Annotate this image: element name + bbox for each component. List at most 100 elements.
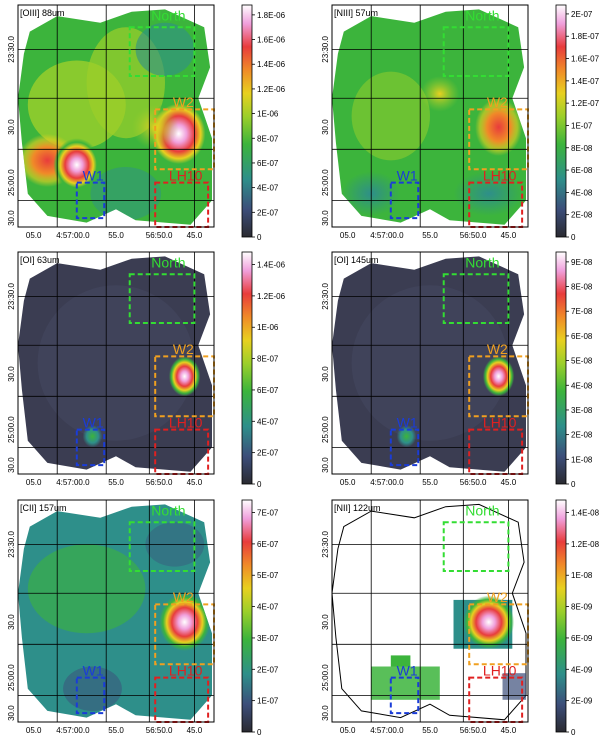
x-tick-label: 56:50.0 bbox=[460, 478, 487, 487]
x-tick-label: 45.0 bbox=[501, 231, 517, 240]
colorbar-tick-label: 1.6E-06 bbox=[257, 36, 286, 45]
plot-frame bbox=[331, 4, 529, 228]
colorbar: 0 2E-09 4E-09 6E-09 8E-09 1E-08 1.2E-08 1.4E-08 bbox=[555, 499, 600, 737]
line-label: [NIII] 57um bbox=[334, 8, 378, 18]
x-tick-label: 55.0 bbox=[108, 726, 124, 735]
colorbar-tick-label: 2E-08 bbox=[571, 211, 593, 220]
colorbar-tick-label: 2E-07 bbox=[257, 208, 279, 217]
x-tick-label: 55.0 bbox=[422, 478, 438, 487]
x-tick-label: 56:50.0 bbox=[460, 231, 487, 240]
y-tick-label: 25:00.0 bbox=[7, 664, 16, 691]
plot-frame bbox=[331, 251, 529, 475]
coordinate-grid bbox=[332, 500, 528, 722]
x-tick-label: 4:57:00.0 bbox=[56, 726, 90, 735]
region-box-north bbox=[128, 26, 196, 78]
y-tick-label: 23:30.0 bbox=[321, 36, 330, 63]
colorbar-tick-label: 1E-07 bbox=[571, 121, 593, 130]
region-box-w1 bbox=[389, 181, 420, 220]
y-tick-label: 30.0 bbox=[321, 210, 330, 226]
colorbar-tick-label: 0 bbox=[571, 480, 576, 489]
colorbar-tick-label: 7E-07 bbox=[257, 509, 279, 518]
x-tick-label: 56:50.0 bbox=[146, 478, 173, 487]
y-tick-label: 23:30.0 bbox=[321, 283, 330, 310]
x-tick-label: 4:57:00.0 bbox=[56, 231, 90, 240]
line-label: [CII] 157um bbox=[20, 503, 67, 513]
region-label-w2: W2 bbox=[173, 94, 194, 110]
region-label-w2: W2 bbox=[173, 589, 194, 605]
colorbar-tick-label: 8E-07 bbox=[257, 134, 279, 143]
colorbar-tick-label: 9E-08 bbox=[571, 258, 593, 267]
coordinate-grid bbox=[332, 252, 528, 474]
y-tick-label: 25:00.0 bbox=[7, 416, 16, 443]
intensity-map bbox=[332, 256, 526, 472]
region-label-lh10: LH10 bbox=[483, 167, 517, 183]
colorbar-tick-label: 1.2E-08 bbox=[571, 540, 600, 549]
colorbar-tick-label: 4E-08 bbox=[571, 188, 593, 197]
colorbar-tick-label: 2E-09 bbox=[571, 697, 593, 706]
line-label: [OI] 63um bbox=[20, 255, 60, 265]
x-tick-label: 55.0 bbox=[422, 726, 438, 735]
colorbar-tick-label: 1E-06 bbox=[257, 110, 279, 119]
colorbar-tick-label: 5E-07 bbox=[257, 571, 279, 580]
x-tick-label: 45.0 bbox=[187, 726, 203, 735]
region-label-north: North bbox=[151, 503, 185, 519]
region-label-w1: W1 bbox=[83, 662, 104, 678]
x-tick-label: 56:50.0 bbox=[460, 726, 487, 735]
region-label-w1: W1 bbox=[397, 167, 418, 183]
region-box-w1 bbox=[389, 676, 420, 715]
region-label-north: North bbox=[465, 255, 499, 271]
x-tick-label: 4:57:00.0 bbox=[370, 478, 404, 487]
colorbar: 0 2E-07 4E-07 6E-07 8E-07 1E-06 1.2E-06 1.4E-06 bbox=[241, 251, 286, 489]
colorbar-tick-label: 1E-08 bbox=[571, 455, 593, 464]
region-label-w2: W2 bbox=[487, 589, 508, 605]
colorbar-tick-label: 6E-08 bbox=[571, 332, 593, 341]
x-tick-label: 05.0 bbox=[340, 726, 356, 735]
x-tick-label: 05.0 bbox=[26, 726, 42, 735]
region-box-north bbox=[128, 521, 196, 573]
y-tick-label: 30.0 bbox=[7, 614, 16, 630]
x-tick-label: 05.0 bbox=[26, 231, 42, 240]
colorbar-tick-label: 1.4E-08 bbox=[571, 509, 600, 518]
colorbar: 0 1E-08 2E-08 3E-08 4E-08 5E-08 6E-08 7E-08 8E-0… bbox=[555, 251, 593, 489]
region-label-lh10: LH10 bbox=[169, 662, 203, 678]
colorbar-tick-label: 0 bbox=[257, 233, 262, 242]
intensity-map bbox=[332, 9, 526, 225]
colorbar-tick-label: 4E-07 bbox=[257, 603, 279, 612]
panel-niii57: North W2 W1 LH10 [NIII] 57um 05.0 4:57:00.0 55.… bbox=[321, 4, 600, 242]
y-tick-label: 25:00.0 bbox=[321, 169, 330, 196]
region-label-w1: W1 bbox=[397, 662, 418, 678]
region-box-north bbox=[442, 521, 510, 573]
line-label: [NII] 122um bbox=[334, 503, 381, 513]
colorbar-tick-label: 1.4E-06 bbox=[257, 261, 286, 270]
panel-oi63: North W2 W1 LH10 [OI] 63um 05.0 4:57:00.0 55.0 5… bbox=[7, 251, 286, 489]
colorbar-tick-label: 1.8E-06 bbox=[257, 11, 286, 20]
y-tick-label: 30.0 bbox=[321, 457, 330, 473]
region-label-north: North bbox=[151, 8, 185, 24]
plot-frame bbox=[17, 251, 215, 475]
colorbar-tick-label: 7E-08 bbox=[571, 307, 593, 316]
y-tick-label: 30.0 bbox=[7, 210, 16, 226]
region-label-w2: W2 bbox=[487, 341, 508, 357]
region-box-north bbox=[442, 26, 510, 78]
x-tick-label: 45.0 bbox=[187, 478, 203, 487]
y-tick-label: 30.0 bbox=[7, 457, 16, 473]
region-label-w1: W1 bbox=[83, 167, 104, 183]
region-box-w1 bbox=[75, 676, 106, 715]
plot-frame bbox=[17, 499, 215, 723]
region-box-w1 bbox=[75, 181, 106, 220]
panel-oi145: North W2 W1 LH10 [OI] 145um 05.0 4:57:00.0 55.0… bbox=[321, 251, 593, 489]
x-tick-label: 4:57:00.0 bbox=[370, 726, 404, 735]
coordinate-grid bbox=[332, 5, 528, 227]
y-tick-label: 23:30.0 bbox=[7, 531, 16, 558]
x-tick-label: 55.0 bbox=[108, 478, 124, 487]
region-box-north bbox=[128, 273, 196, 325]
plot-frame bbox=[17, 4, 215, 228]
footprint-outline bbox=[331, 503, 527, 721]
y-tick-label: 30.0 bbox=[7, 705, 16, 721]
region-box-w1 bbox=[389, 428, 420, 467]
colorbar-tick-label: 1.4E-07 bbox=[571, 77, 600, 86]
colorbar-tick-label: 4E-07 bbox=[257, 417, 279, 426]
colorbar-tick-label: 5E-08 bbox=[571, 357, 593, 366]
region-label-lh10: LH10 bbox=[483, 662, 517, 678]
colorbar-tick-label: 8E-07 bbox=[257, 355, 279, 364]
